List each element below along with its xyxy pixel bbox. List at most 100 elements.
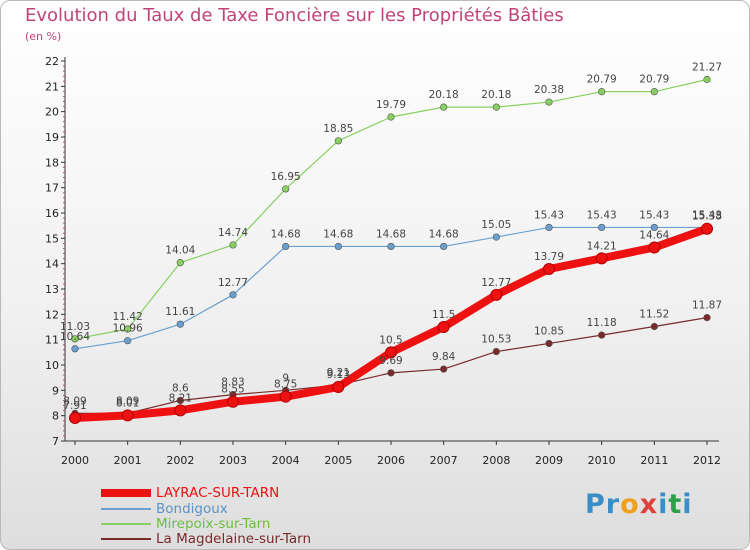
data-point-layrac-sur-tarn (69, 411, 81, 424)
data-point-mirepoix-sur-tarn (176, 259, 184, 267)
data-label-mirepoix-sur-tarn: 20.18 (481, 89, 511, 101)
data-label-bondigoux: 15.05 (481, 219, 511, 231)
x-tick-label: 2006 (377, 454, 405, 467)
proxiti-logo: Proxiti (585, 489, 693, 520)
data-point-mirepoix-sur-tarn (703, 75, 711, 84)
data-label-mirepoix-sur-tarn: 19.79 (376, 99, 406, 111)
data-label-mirepoix-sur-tarn: 11.03 (60, 321, 90, 333)
data-point-mirepoix-sur-tarn (545, 98, 553, 106)
data-label-bondigoux: 14.68 (429, 228, 459, 240)
data-label-mirepoix-sur-tarn: 11.42 (113, 311, 143, 323)
data-point-mirepoix-sur-tarn (334, 137, 342, 145)
logo-letter: i (658, 489, 669, 520)
data-label-layrac-sur-tarn: 14.64 (639, 229, 669, 241)
logo-letter: o (620, 489, 640, 520)
data-point-la-magdelaine-sur-tarn (176, 396, 184, 405)
legend-swatch-layrac (101, 489, 151, 497)
data-point-la-magdelaine-sur-tarn (440, 365, 448, 373)
data-label-mirepoix-sur-tarn: 16.95 (271, 171, 301, 183)
data-label-la-magdelaine-sur-tarn: 8.09 (63, 395, 86, 407)
data-label-la-magdelaine-sur-tarn: 11.52 (639, 308, 669, 320)
y-tick-label: 7 (52, 435, 59, 448)
x-tick-label: 2003 (219, 454, 247, 467)
data-label-layrac-sur-tarn: 8.21 (169, 392, 192, 404)
logo-letter: t (668, 489, 683, 520)
logo-letter: r (605, 489, 621, 520)
logo-letter: i (682, 489, 693, 520)
legend-item-bondigoux: Bondigoux (101, 501, 228, 517)
data-label-mirepoix-sur-tarn: 14.74 (218, 227, 248, 239)
data-label-bondigoux: 14.68 (323, 228, 353, 240)
x-tick-label: 2004 (272, 454, 300, 467)
data-point-layrac-sur-tarn (279, 390, 292, 403)
legend-swatch-mirepoix (101, 523, 151, 525)
y-tick-label: 21 (45, 80, 59, 93)
data-label-layrac-sur-tarn: 13.79 (534, 251, 564, 263)
data-point-la-magdelaine-sur-tarn (545, 339, 553, 348)
data-point-layrac-sur-tarn (332, 381, 345, 394)
data-point-mirepoix-sur-tarn (282, 185, 290, 193)
legend-label-mirepoix: Mirepoix-sur-Tarn (156, 516, 271, 532)
y-tick-label: 16 (45, 207, 59, 220)
data-label-layrac-sur-tarn: 15.38 (692, 211, 722, 223)
legend-item-layrac: LAYRAC-SUR-TARN (101, 485, 279, 501)
data-point-layrac-sur-tarn (227, 395, 239, 408)
y-tick-label: 19 (45, 131, 59, 144)
y-tick-label: 20 (45, 106, 59, 119)
x-tick-label: 2012 (693, 454, 721, 467)
data-point-layrac-sur-tarn (121, 409, 134, 422)
data-point-mirepoix-sur-tarn (440, 103, 448, 111)
y-tick-label: 14 (45, 258, 59, 271)
data-label-la-magdelaine-sur-tarn: 9 (282, 372, 289, 384)
data-point-mirepoix-sur-tarn (71, 335, 79, 343)
data-point-mirepoix-sur-tarn (492, 103, 500, 111)
data-label-bondigoux: 12.77 (218, 277, 248, 289)
x-tick-label: 2001 (114, 454, 142, 467)
data-label-layrac-sur-tarn: 9.13 (327, 369, 350, 381)
x-tick-label: 2005 (324, 454, 352, 467)
data-point-bondigoux (282, 242, 290, 251)
data-label-mirepoix-sur-tarn: 18.85 (323, 123, 353, 135)
data-label-layrac-sur-tarn: 11.5 (432, 309, 455, 321)
logo-letter: x (639, 489, 659, 520)
y-tick-label: 18 (45, 156, 59, 169)
y-tick-label: 17 (45, 182, 59, 195)
data-label-la-magdelaine-sur-tarn: 8.09 (116, 395, 139, 407)
y-tick-label: 22 (45, 55, 59, 68)
data-label-layrac-sur-tarn: 8.75 (274, 379, 297, 391)
data-point-layrac-sur-tarn (174, 404, 187, 417)
data-point-bondigoux (545, 223, 553, 232)
data-label-la-magdelaine-sur-tarn: 11.87 (692, 300, 722, 312)
data-point-mirepoix-sur-tarn (387, 113, 395, 121)
data-label-mirepoix-sur-tarn: 20.79 (639, 74, 669, 86)
legend-label-layrac: LAYRAC-SUR-TARN (156, 485, 280, 501)
y-tick-label: 11 (45, 334, 59, 347)
data-label-la-magdelaine-sur-tarn: 9.69 (379, 355, 402, 367)
data-label-la-magdelaine-sur-tarn: 10.85 (534, 325, 564, 337)
data-point-la-magdelaine-sur-tarn (703, 314, 711, 322)
data-label-bondigoux: 15.43 (587, 209, 617, 221)
x-tick-label: 2007 (430, 454, 458, 467)
data-label-layrac-sur-tarn: 8.55 (221, 384, 244, 396)
data-label-la-magdelaine-sur-tarn: 11.18 (587, 317, 617, 329)
legend-swatch-magdelaine (101, 538, 151, 540)
y-tick-label: 10 (45, 359, 59, 372)
data-label-mirepoix-sur-tarn: 20.38 (534, 84, 564, 96)
x-tick-label: 2011 (640, 454, 668, 467)
data-label-layrac-sur-tarn: 12.77 (481, 277, 511, 289)
y-tick-label: 13 (45, 283, 59, 296)
data-point-mirepoix-sur-tarn (598, 88, 606, 96)
chart-subtitle: (en %) (25, 30, 62, 43)
data-label-la-magdelaine-sur-tarn: 10.53 (481, 334, 511, 346)
x-tick-label: 2002 (166, 454, 194, 467)
legend-item-magdelaine: La Magdelaine-sur-Tarn (101, 531, 311, 547)
data-label-la-magdelaine-sur-tarn: 9.21 (327, 367, 350, 379)
y-tick-label: 8 (52, 410, 59, 423)
x-tick-label: 2000 (61, 454, 89, 467)
data-label-bondigoux: 11.61 (165, 306, 195, 318)
data-point-layrac-sur-tarn (595, 252, 608, 265)
data-label-bondigoux: 10.64 (60, 331, 90, 343)
x-tick-label: 2008 (482, 454, 510, 467)
data-point-bondigoux (334, 242, 342, 251)
